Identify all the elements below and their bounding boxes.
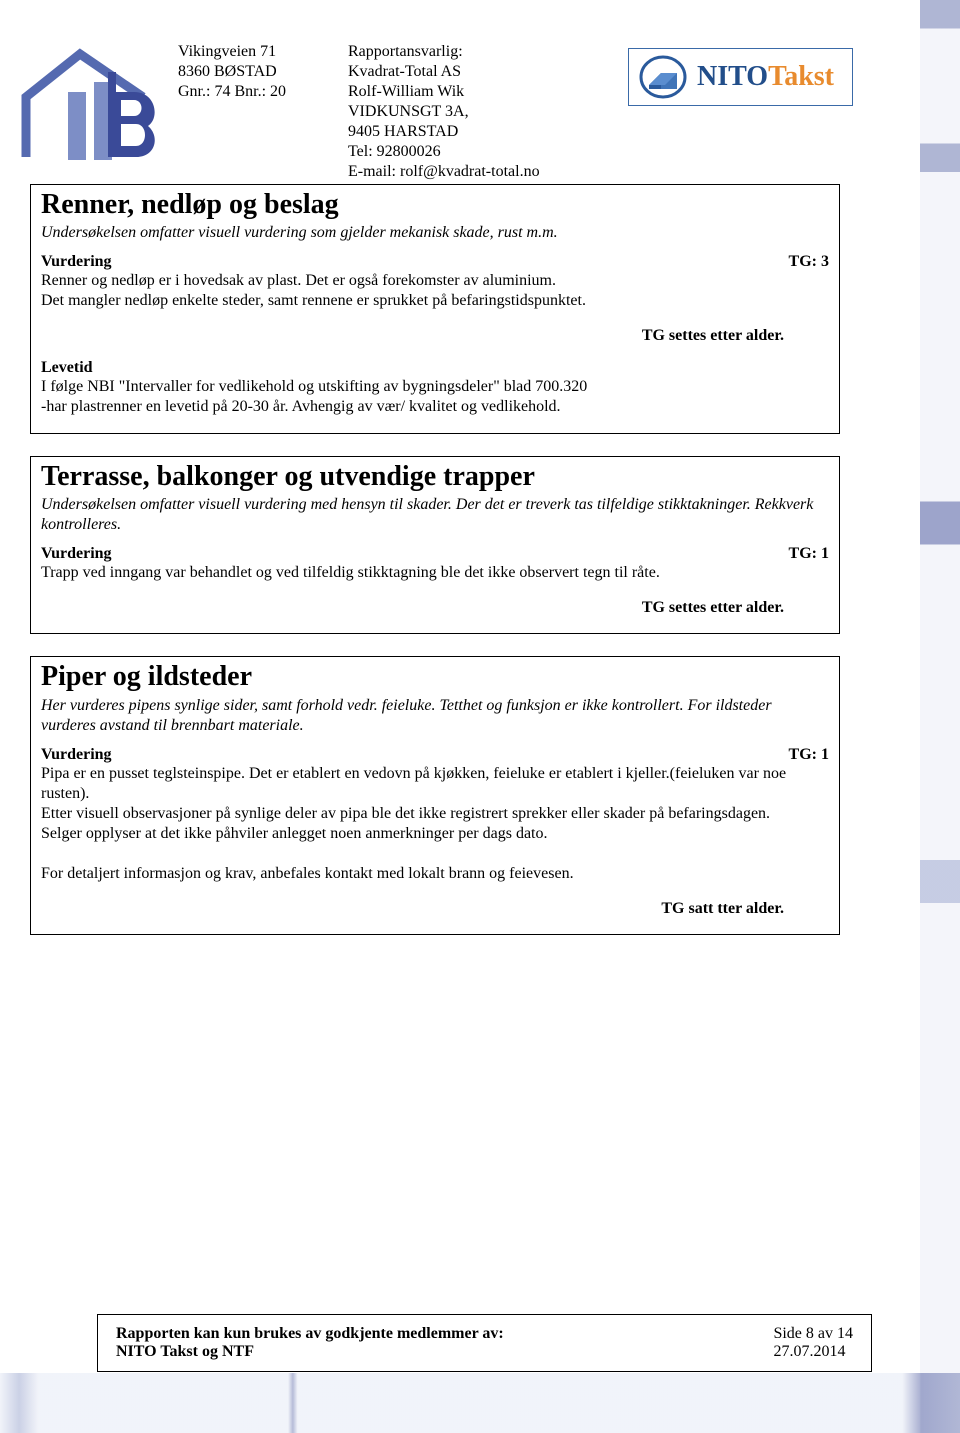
nito-brand: NITOTakst xyxy=(697,61,834,93)
footer-left: Rapporten kan kun brukes av godkjente me… xyxy=(116,1325,504,1361)
tg-note: TG settes etter alder. xyxy=(41,327,829,345)
responsible-person: Rolf-William Wik xyxy=(348,82,603,102)
address-gnr-bnr: Gnr.: 74 Bnr.: 20 xyxy=(178,82,348,102)
background-stripe-right xyxy=(920,0,960,1433)
nito-badge: NITOTakst xyxy=(628,48,853,106)
tg-value: TG: 1 xyxy=(789,746,829,764)
section-piper: Piper og ildsteder Her vurderes pipens s… xyxy=(30,656,840,934)
section-title: Renner, nedløp og beslag xyxy=(41,189,829,221)
nito-brand-b: Takst xyxy=(768,61,834,92)
vurdering-row: Vurdering TG: 3 xyxy=(41,253,829,271)
section-terrasse: Terrasse, balkonger og utvendige trapper… xyxy=(30,456,840,634)
page-content: Vikingveien 71 8360 BØSTAD Gnr.: 74 Bnr.… xyxy=(0,0,895,935)
section-renner: Renner, nedløp og beslag Undersøkelsen o… xyxy=(30,184,840,434)
responsible-label: Rapportansvarlig: xyxy=(348,42,603,62)
vurdering-label: Vurdering xyxy=(41,253,112,271)
levetid-body: I følge NBI "Intervaller for vedlikehold… xyxy=(41,377,829,417)
report-logo xyxy=(30,38,170,153)
footer: Rapporten kan kun brukes av godkjente me… xyxy=(97,1314,872,1372)
levetid-block: Levetid I følge NBI "Intervaller for ved… xyxy=(41,359,829,417)
nito-brand-a: NITO xyxy=(697,61,768,92)
responsible-column: Rapportansvarlig: Kvadrat-Total AS Rolf-… xyxy=(348,38,603,182)
responsible-company: Kvadrat-Total AS xyxy=(348,62,603,82)
footer-line2: NITO Takst og NTF xyxy=(116,1343,504,1361)
section-title: Terrasse, balkonger og utvendige trapper xyxy=(41,461,829,493)
vurdering-label: Vurdering xyxy=(41,545,112,563)
section-desc: Her vurderes pipens synlige sider, samt … xyxy=(41,696,829,736)
address-column: Vikingveien 71 8360 BØSTAD Gnr.: 74 Bnr.… xyxy=(178,38,348,102)
vurdering-row: Vurdering TG: 1 xyxy=(41,746,829,764)
section-title: Piper og ildsteder xyxy=(41,661,829,693)
vurdering-label: Vurdering xyxy=(41,746,112,764)
vurdering-body: Trapp ved inngang var behandlet og ved t… xyxy=(41,563,829,583)
nito-building-icon xyxy=(639,55,687,99)
vurdering-body: Renner og nedløp er i hovedsak av plast.… xyxy=(41,271,829,311)
vurdering-row: Vurdering TG: 1 xyxy=(41,545,829,563)
tg-note: TG settes etter alder. xyxy=(41,599,829,617)
section-desc: Undersøkelsen omfatter visuell vurdering… xyxy=(41,223,829,243)
responsible-addr2: 9405 HARSTAD xyxy=(348,122,603,142)
house-b-icon xyxy=(8,42,158,162)
section-desc: Undersøkelsen omfatter visuell vurdering… xyxy=(41,495,829,535)
vurdering-body: Pipa er en pusset teglsteinspipe. Det er… xyxy=(41,764,829,884)
levetid-label: Levetid xyxy=(41,359,829,377)
footer-page: Side 8 av 14 xyxy=(773,1325,853,1343)
tg-note: TG satt tter alder. xyxy=(41,900,829,918)
address-post: 8360 BØSTAD xyxy=(178,62,348,82)
responsible-tel: Tel: 92800026 xyxy=(348,142,603,162)
footer-right: Side 8 av 14 27.07.2014 xyxy=(773,1325,853,1361)
footer-date: 27.07.2014 xyxy=(773,1343,853,1361)
tg-value: TG: 1 xyxy=(789,545,829,563)
address-street: Vikingveien 71 xyxy=(178,42,348,62)
tg-value: TG: 3 xyxy=(789,253,829,271)
footer-line1: Rapporten kan kun brukes av godkjente me… xyxy=(116,1325,504,1343)
responsible-email: E-mail: rolf@kvadrat-total.no xyxy=(348,162,603,182)
responsible-addr1: VIDKUNSGT 3A, xyxy=(348,102,603,122)
background-stripe-bottom xyxy=(0,1373,960,1433)
